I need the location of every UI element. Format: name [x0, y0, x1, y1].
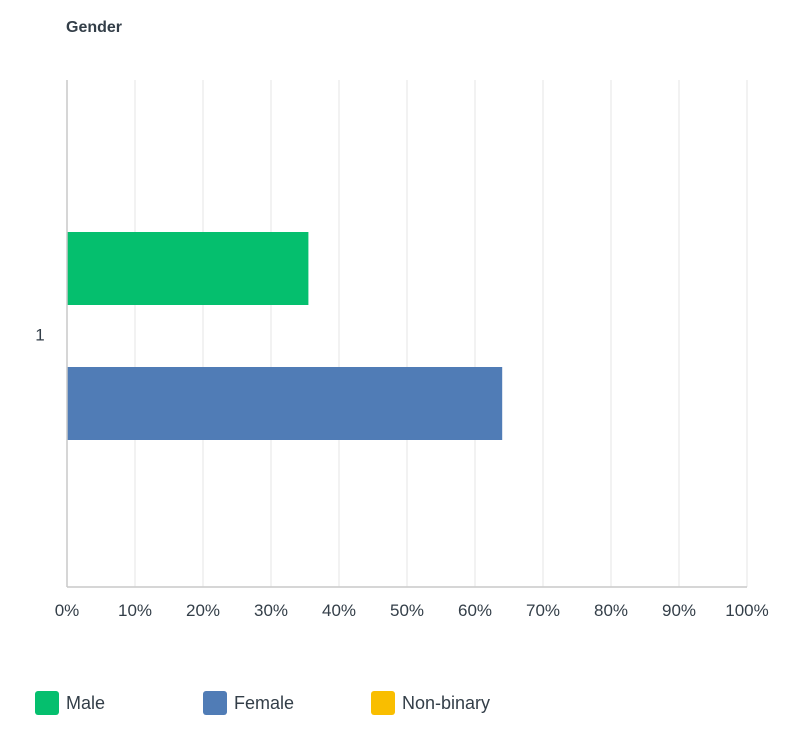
y-category-label: 1: [35, 326, 44, 345]
x-tick-label: 30%: [254, 601, 288, 620]
x-tick-label: 20%: [186, 601, 220, 620]
x-tick-label: 50%: [390, 601, 424, 620]
legend-swatch-male: [35, 691, 59, 715]
bar-chart: 0% 10% 20% 30% 40% 50% 60% 70% 80% 90% 100% 1: [35, 80, 769, 620]
chart-title: Gender: [66, 19, 123, 36]
x-tick-label: 60%: [458, 601, 492, 620]
y-category-labels: 1: [35, 326, 44, 345]
legend-item-non-binary[interactable]: Non-binary: [371, 688, 490, 718]
legend-item-male[interactable]: Male: [35, 688, 105, 718]
x-tick-label: 0%: [55, 601, 80, 620]
legend: Male Female Non-binary: [35, 688, 775, 718]
legend-label-female: Female: [234, 692, 295, 713]
x-tick-label: 70%: [526, 601, 560, 620]
legend-item-female[interactable]: Female: [203, 688, 294, 718]
bars: [67, 232, 503, 440]
x-tick-label: 10%: [118, 601, 152, 620]
gridlines: [134, 80, 748, 587]
legend-label-male: Male: [66, 692, 106, 713]
legend-swatch-non-binary: [371, 691, 395, 715]
x-tick-label: 100%: [725, 601, 768, 620]
legend-label-non-binary: Non-binary: [402, 692, 491, 713]
x-tick-label: 90%: [662, 601, 696, 620]
bar-male[interactable]: [67, 232, 309, 305]
x-tick-label: 40%: [322, 601, 356, 620]
legend-swatch-female: [203, 691, 227, 715]
bar-female[interactable]: [67, 367, 503, 440]
x-tick-label: 80%: [594, 601, 628, 620]
x-tick-labels: 0% 10% 20% 30% 40% 50% 60% 70% 80% 90% 100%: [55, 601, 769, 620]
